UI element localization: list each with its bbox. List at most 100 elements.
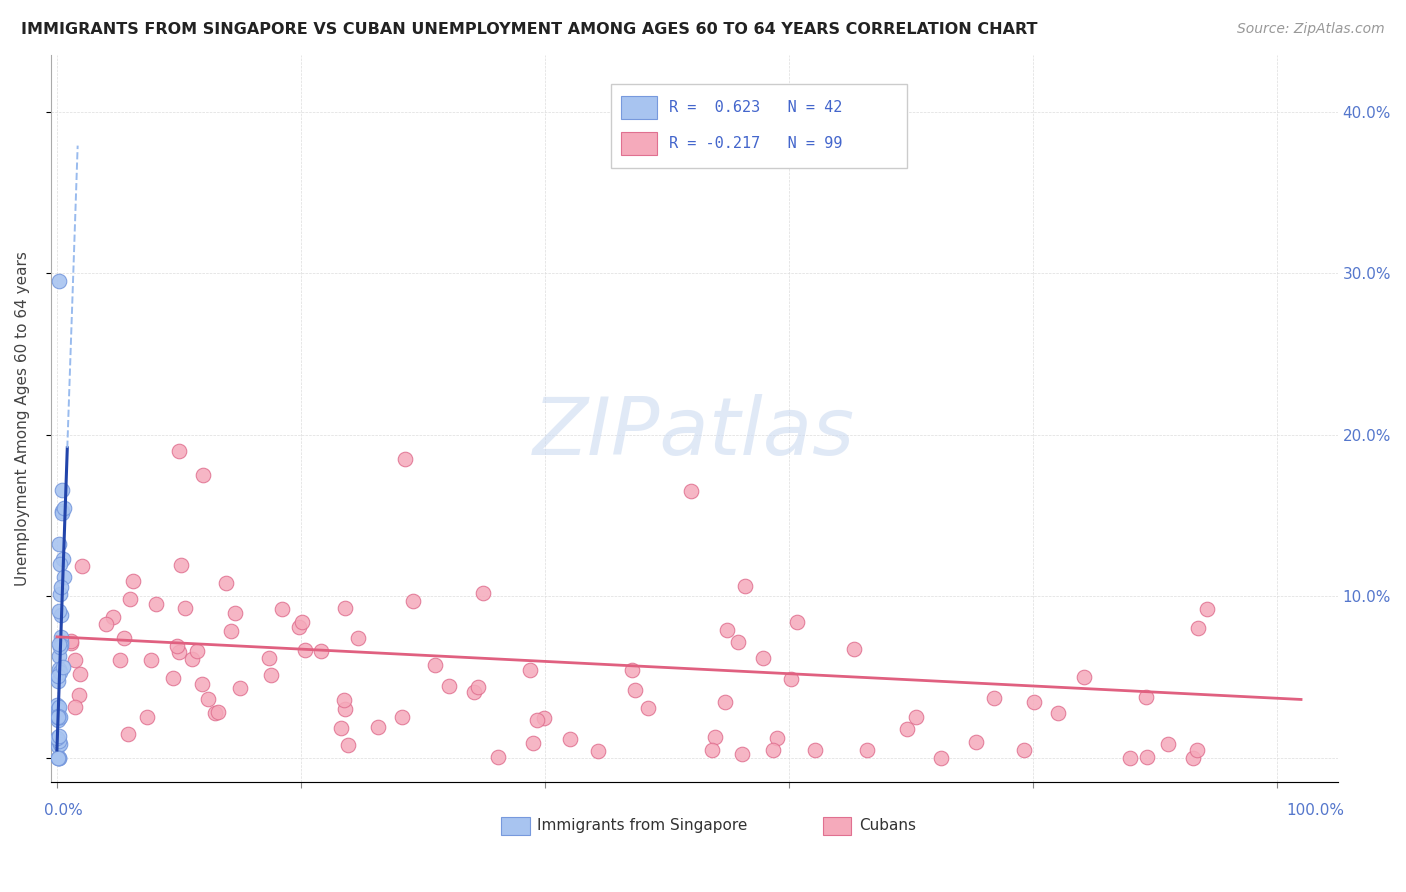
Point [49,630,72,644]
Point [983,691,1005,706]
Point [335,702,357,716]
Point [1119,751,1142,765]
Point [347,631,370,645]
Point [786,615,808,629]
Point [402,594,425,608]
Point [904,710,927,724]
Point [59,636,82,650]
Bar [621,95,657,120]
Point [48,662,70,676]
Point [333,601,356,615]
Point [46,710,69,724]
Point [51,483,73,498]
Point [167,645,190,659]
Point [162,671,184,685]
Point [533,711,555,725]
Text: Immigrants from Singapore: Immigrants from Singapore [537,818,748,833]
Point [762,743,785,757]
Point [1136,749,1159,764]
Point [367,720,389,734]
Point [588,744,610,758]
Text: 100.0%: 100.0% [1286,803,1344,818]
Point [215,576,238,591]
Point [291,615,314,629]
Point [193,468,215,483]
Point [167,444,190,458]
Point [1024,695,1046,709]
Text: Cubans: Cubans [859,818,915,833]
Point [70,559,93,574]
Point [219,624,242,639]
Point [46,674,69,689]
Point [52,660,75,674]
Point [700,743,723,757]
Point [637,700,659,714]
Point [704,731,727,745]
Point [48,648,70,663]
Point [48,709,70,723]
Point [425,658,447,673]
Point [49,737,72,751]
Point [46,751,69,765]
Point [394,452,416,467]
Point [166,639,188,653]
Point [714,695,737,709]
Point [439,679,461,693]
Point [471,586,494,600]
Point [48,711,70,725]
Point [63,653,86,667]
Point [139,653,162,667]
Text: R = -0.217   N = 99: R = -0.217 N = 99 [668,136,842,152]
Point [224,606,246,620]
Point [1182,751,1205,765]
Point [59,633,82,648]
Point [803,743,825,757]
Point [896,723,918,737]
Point [621,663,644,677]
Point [1073,670,1095,684]
Point [522,735,544,749]
Point [181,652,204,666]
Point [48,734,70,748]
Point [486,750,509,764]
Point [53,570,76,584]
Point [48,587,70,601]
Point [766,731,789,746]
Point [48,637,70,651]
Point [48,699,70,714]
Text: 0.0%: 0.0% [45,803,83,818]
Point [121,574,143,588]
Point [52,552,75,566]
Point [311,644,333,658]
Point [49,607,72,622]
Point [558,731,581,746]
Point [730,747,752,761]
Point [48,751,70,765]
Point [46,751,69,765]
Bar [823,817,851,835]
Point [46,739,69,754]
Point [333,693,356,707]
Point [49,665,72,679]
Text: Source: ZipAtlas.com: Source: ZipAtlas.com [1237,22,1385,37]
Point [716,623,738,637]
Text: IMMIGRANTS FROM SINGAPORE VS CUBAN UNEMPLOYMENT AMONG AGES 60 TO 64 YEARS CORREL: IMMIGRANTS FROM SINGAPORE VS CUBAN UNEMP… [21,22,1038,37]
Point [48,751,70,765]
Point [467,681,489,695]
Point [120,591,142,606]
Point [135,710,157,724]
Point [1187,743,1209,757]
Point [207,705,229,719]
Point [49,638,72,652]
Point [463,685,485,699]
Point [145,597,167,611]
Point [108,653,131,667]
Point [48,536,70,550]
Point [1197,602,1219,616]
Point [174,601,197,615]
Point [1135,690,1157,704]
Bar [501,817,530,835]
Point [48,709,70,723]
Point [48,640,70,655]
Point [271,602,294,616]
